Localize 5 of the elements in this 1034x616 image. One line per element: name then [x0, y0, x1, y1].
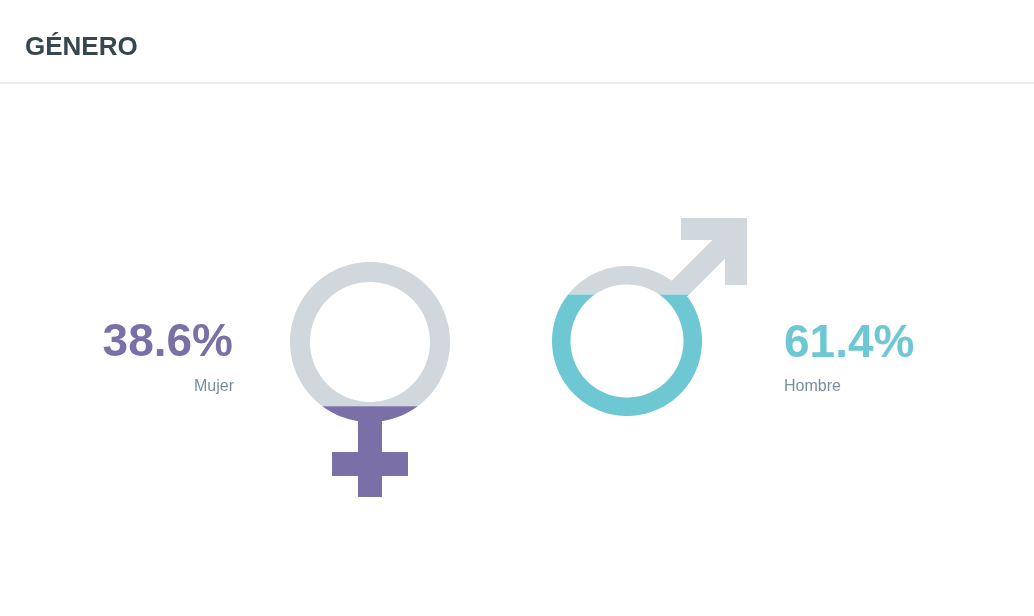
category-label: Hombre	[784, 377, 842, 394]
category-label: Mujer	[193, 377, 235, 394]
data-label: 61.4%	[784, 315, 915, 367]
text: GÉNERO	[25, 31, 138, 61]
data-label: 38.6%	[102, 314, 233, 366]
